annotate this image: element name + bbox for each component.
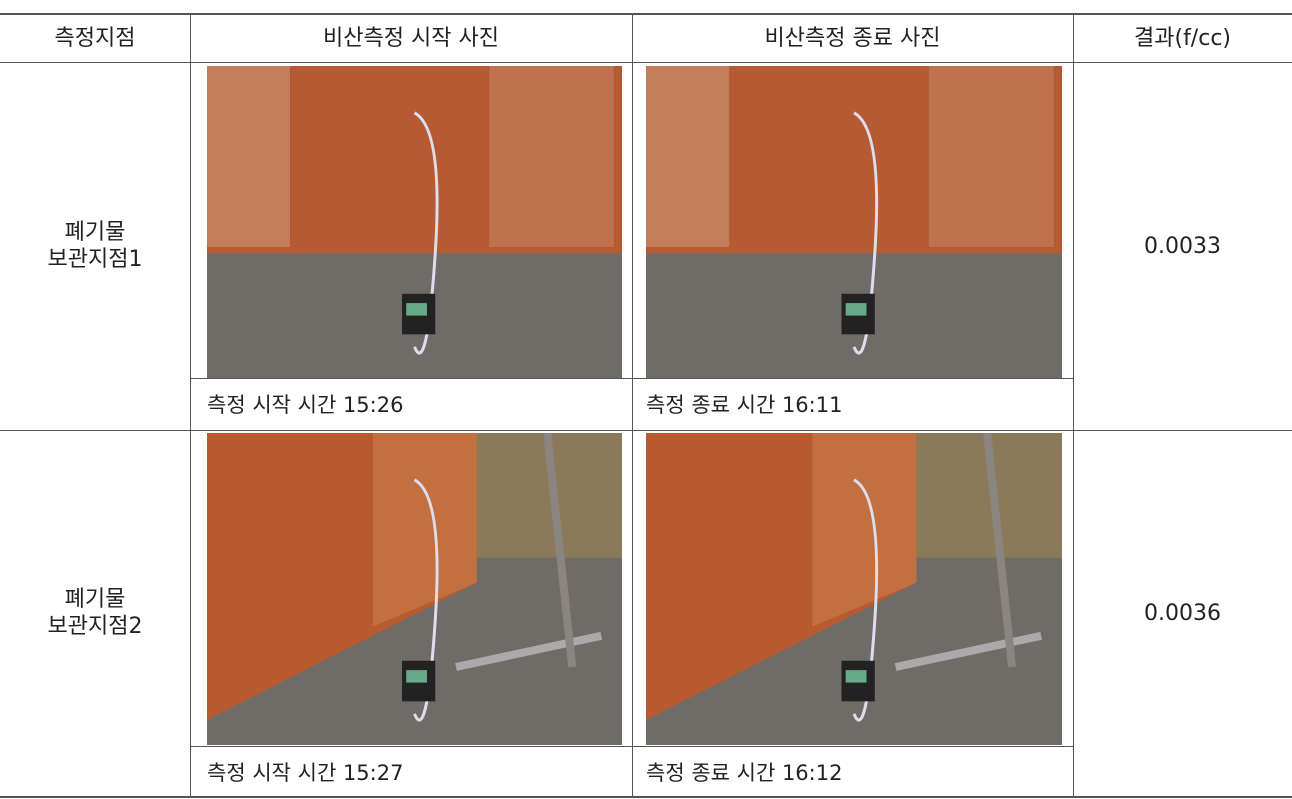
end-caption: 측정 종료 시간 16:11 <box>646 393 843 417</box>
photo-shape <box>895 433 1062 558</box>
photo-shape <box>373 433 477 627</box>
photo-shape <box>894 631 1043 671</box>
result-cell: 0.0036 <box>1144 600 1221 626</box>
border-line <box>190 746 1073 747</box>
border-line <box>0 13 1292 15</box>
border-line <box>0 62 1292 63</box>
location-cell: 폐기물 보관지점1 <box>0 62 190 430</box>
photo-shape <box>812 433 917 627</box>
photo-shape <box>983 433 1017 668</box>
location-cell: 폐기물 보관지점2 <box>0 430 190 796</box>
photo-shape <box>413 478 439 722</box>
photo-shape <box>845 670 867 683</box>
header-cell: 비산측정 시작 사진 <box>323 25 499 51</box>
photo-shape <box>413 111 439 355</box>
border-line <box>0 430 1292 431</box>
location-line: 폐기물 <box>64 587 126 612</box>
photo-shape <box>928 66 1054 247</box>
photo-shape <box>646 66 730 247</box>
location-line: 폐기물 <box>64 220 126 245</box>
border-line <box>0 796 1292 798</box>
photo <box>207 66 622 378</box>
photo-shape <box>845 303 867 316</box>
border-line <box>190 378 1073 379</box>
header-cell: 비산측정 종료 사진 <box>764 25 941 51</box>
photo-shape <box>456 433 622 558</box>
end-caption: 측정 종료 시간 16:12 <box>646 761 843 785</box>
border-line <box>632 13 633 797</box>
photo-shape <box>406 303 427 316</box>
start-caption: 측정 시작 시간 15:27 <box>207 761 404 785</box>
photo-shape <box>543 433 577 668</box>
photo-shape <box>455 631 603 671</box>
header-cell: 측정지점 <box>54 25 136 51</box>
photo-shape <box>852 478 879 722</box>
photo <box>646 66 1062 378</box>
result-cell: 0.0033 <box>1144 233 1221 259</box>
photo-shape <box>489 66 614 247</box>
header-cell: 결과(f/cc) <box>1134 25 1231 51</box>
location-line: 보관지점1 <box>47 247 143 272</box>
start-caption: 측정 시작 시간 15:26 <box>207 393 404 417</box>
photo <box>207 433 622 745</box>
border-line <box>190 13 191 797</box>
photo-shape <box>852 111 879 355</box>
photo-shape <box>406 670 427 683</box>
photo <box>646 433 1062 745</box>
location-line: 보관지점2 <box>47 614 143 639</box>
border-line <box>1073 13 1074 797</box>
photo-shape <box>207 66 290 247</box>
